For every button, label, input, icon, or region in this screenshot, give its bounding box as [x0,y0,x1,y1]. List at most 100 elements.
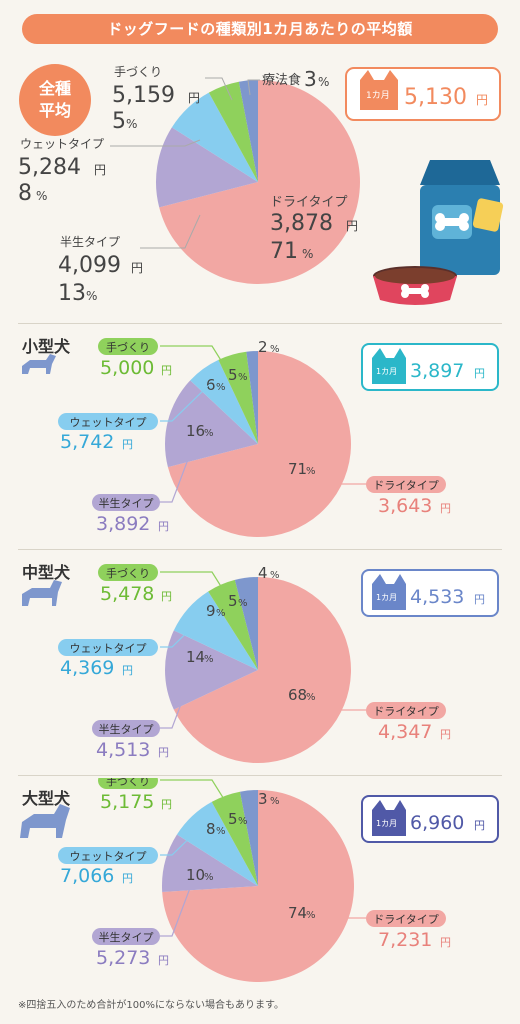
yen-unit: 円 [161,798,172,811]
pie-slice-homemade [218,351,258,444]
dog-icon [22,580,62,606]
leader-line-homemade [160,779,233,813]
badge-prefix: 1カ月 [376,819,397,828]
slice-label-homemade: 手づくり [106,566,150,580]
percent-unit: % [86,289,97,303]
badge-prefix: 1カ月 [366,90,390,101]
slice-percent-semi: 16 [186,422,205,440]
leader-line-wet [160,609,211,648]
yen-unit: 円 [440,502,451,515]
slice-label-homemade: 手づくり [106,340,150,354]
leader-line-homemade [205,77,233,101]
slice-price-homemade: 5,000 [100,357,154,379]
pie-slice-dry [173,577,351,763]
slice-label-semi: 半生タイプ [99,496,154,510]
percent-unit: % [238,816,248,827]
pie-slice-wet [173,591,258,670]
yen-unit: 円 [122,664,133,677]
pie-slice-homemade [211,791,258,886]
pie-slice-therapy [238,80,258,182]
label-pill-wet [58,847,158,864]
slice-label-wet: ウェットタイプ [70,416,147,429]
percent-unit: % [216,382,226,393]
percent-unit: % [126,117,137,131]
slice-label-wet: ウェットタイプ [70,850,147,863]
slice-percent-therapy: 4 [258,564,268,582]
slice-percent-wet: 9 [206,602,216,620]
label-pill-semi [92,720,160,737]
label-pill-semi [92,494,160,511]
slice-percent-wet: 8 [206,820,216,838]
percent-unit: % [270,344,280,355]
leader-line-semi [140,214,201,249]
size-title: 小型犬 [22,337,71,356]
yen-unit: 円 [440,936,451,949]
slice-price-dry: 3,643 [378,495,432,517]
slice-percent-wet: 6 [206,376,216,394]
pie-slice-therapy [246,351,258,444]
pie-slice-therapy [234,577,258,670]
monthly-total-value: 3,897 [410,360,464,382]
slice-label-wet: ウェットタイプ [70,642,147,655]
yen-unit: 円 [474,819,485,832]
label-pill-semi [92,928,160,945]
slice-price-semi: 5,273 [96,947,150,969]
slice-percent-dry: 71 [288,460,307,478]
slice-price-homemade: 5,478 [100,583,154,605]
slice-label-homemade: 手づくり [106,778,150,788]
leader-line-wet [160,383,211,422]
slice-price-semi: 4,099 [58,253,121,278]
yen-unit: 円 [158,520,169,533]
percent-unit: % [306,466,316,477]
slice-percent-semi: 10 [186,866,205,884]
overall-panel: 全種 平均 ドライタイプ 3,878 円 71% 半生タイプ 4,099 円 13% ウェットタ… [0,0,520,320]
pie-slice-dry [162,790,354,982]
slice-label-semi: 半生タイプ [60,235,120,249]
label-pill-dry [366,702,446,719]
slice-price-wet: 5,742 [60,431,114,453]
badge-prefix: 1カ月 [376,593,397,602]
yen-unit: 円 [474,593,485,606]
leader-line-therapy [247,79,260,96]
label-pill-wet [58,639,158,656]
dog-icon [22,354,56,374]
footnote: ※四捨五入のため合計が100%にならない場合もあります。 [18,1000,284,1011]
slice-percent-homemade: 5 [228,366,238,384]
percent-unit: % [36,189,47,203]
slice-label-dry: ドライタイプ [373,913,439,926]
yen-unit: 円 [131,261,143,275]
monthly-total-value: 6,960 [410,812,464,834]
percent-unit: % [306,910,316,921]
monthly-total-value: 5,130 [404,85,467,110]
percent-unit: % [238,372,248,383]
divider [18,549,502,550]
percent-unit: % [306,692,316,703]
size-title: 中型犬 [22,563,71,582]
percent-unit: % [238,598,248,609]
slice-price-homemade: 5,175 [100,791,154,813]
slice-price-semi: 4,513 [96,739,150,761]
dog-head-icon [372,800,406,836]
slice-percent-semi: 13 [58,281,86,306]
leader-line-wet [160,817,211,856]
slice-percent-semi: 14 [186,648,205,666]
leader-line-homemade [160,345,233,379]
overall-label-line1: 全種 [38,79,71,98]
slice-label-therapy: 療法食 [262,72,301,88]
slice-price-dry: 7,231 [378,929,432,951]
slice-percent-dry: 71 [270,239,298,264]
pie-slice-therapy [240,790,258,886]
small-dog-panel: 小型犬 71% 16% 6% 5% 2% 手づくり 5,000 円ウェットタイプ 5,742 円半生… [0,326,520,548]
leader-line-wet [110,139,201,147]
slice-percent-dry: 68 [288,686,307,704]
slice-price-dry: 3,878 [270,211,333,236]
percent-unit: % [204,872,214,883]
yen-unit: 円 [122,872,133,885]
slice-percent-homemade: 5 [112,109,126,134]
slice-price-semi: 3,892 [96,513,150,535]
percent-unit: % [204,428,214,439]
yen-unit: 円 [158,746,169,759]
